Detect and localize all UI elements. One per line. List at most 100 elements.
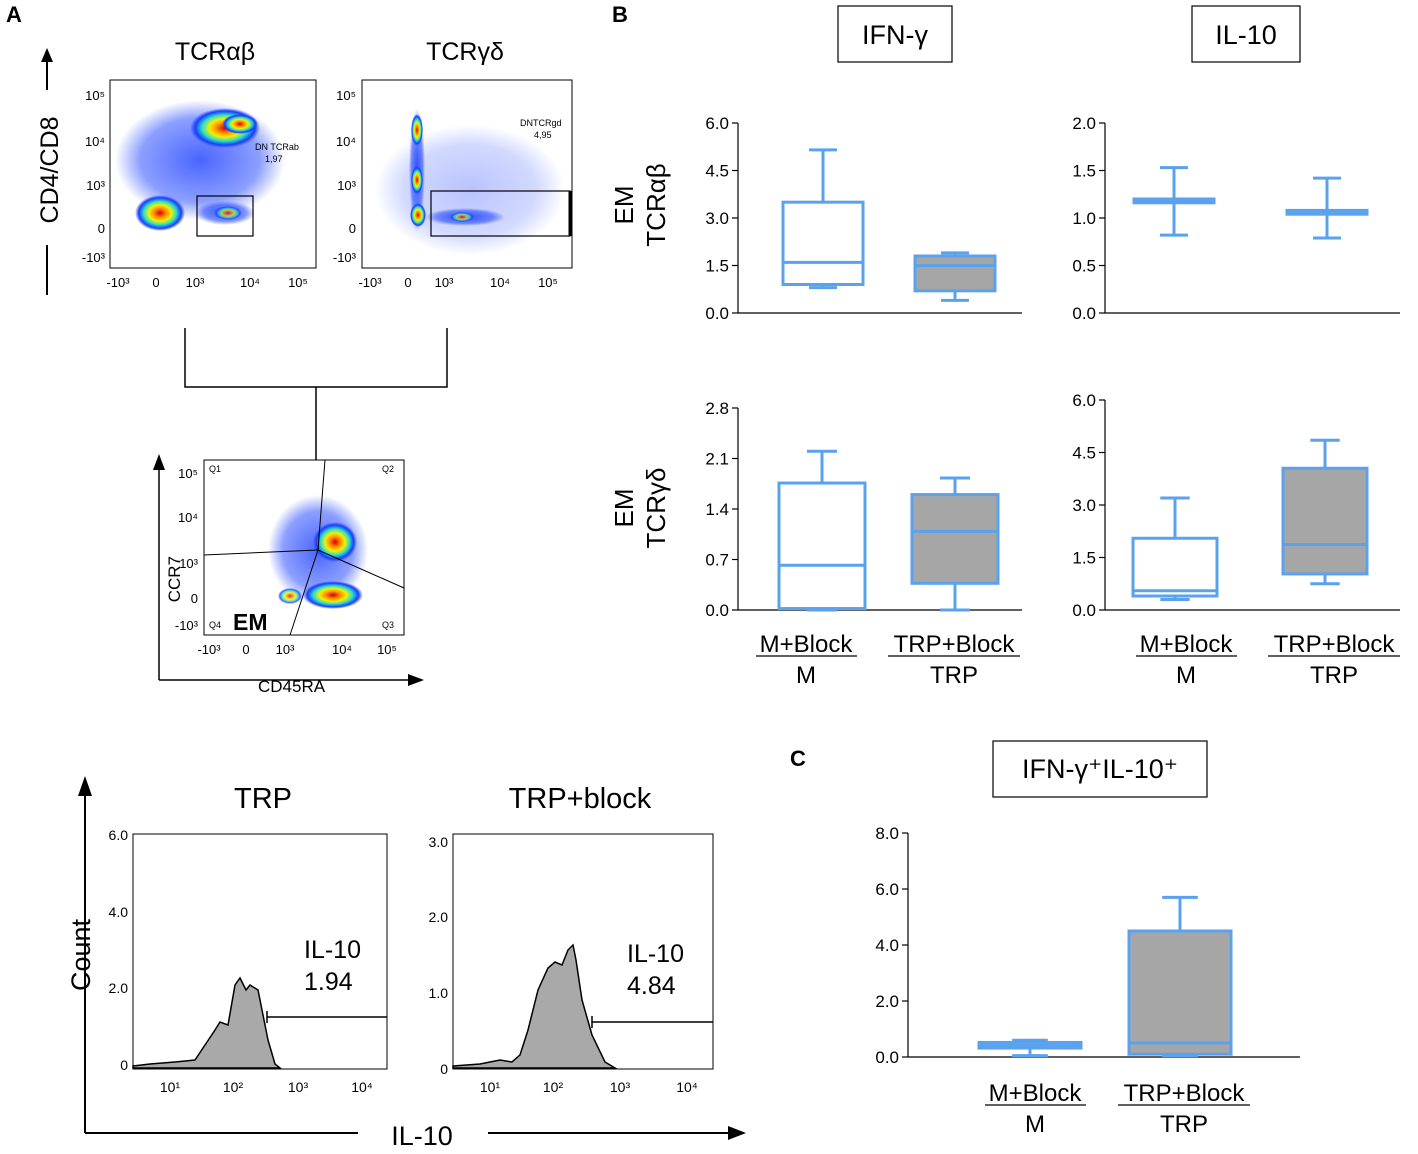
x-tick: 10³ (610, 1079, 631, 1095)
y-tick-label: 0.0 (705, 304, 729, 323)
y-tick: 10³ (179, 556, 198, 571)
y-tick-label: 3.0 (1072, 496, 1096, 515)
y-tick-label: 2.0 (1072, 114, 1096, 133)
x-tick: 0 (404, 275, 411, 290)
y-tick-label: 0.0 (1072, 304, 1096, 323)
x-tick: 10⁴ (351, 1079, 373, 1095)
group-label-top: M+Block (989, 1080, 1083, 1107)
ccr7-axis-label: CCR7 (165, 556, 184, 602)
il10-axis-label: IL-10 (391, 1121, 453, 1151)
box-iqr (781, 200, 865, 287)
x-tick: 10⁴ (490, 275, 510, 290)
flow-plot-tcrgd: DNTCRgd 4,95 10⁵ 10⁴ 10³ 0 -10³ -10³ 0 1… (333, 79, 573, 290)
x-tick: 10³ (276, 642, 295, 657)
y-tick: 1.0 (429, 985, 449, 1001)
y-tick: 10⁵ (336, 88, 356, 103)
y-tick: 0 (440, 1061, 448, 1077)
histogram-section: Count IL-10 TRP TRP+block IL-10 1.94 6.0… (66, 776, 746, 1151)
box-iqr (910, 493, 1000, 585)
box-iqr (1131, 536, 1219, 598)
group-label-top: TRP+Block (894, 631, 1016, 658)
y-tick: 0 (120, 1057, 128, 1073)
x-tick: 10⁵ (538, 275, 558, 290)
y-tick-label: 4.5 (705, 162, 729, 181)
x-tick: -10³ (358, 275, 382, 290)
group-label-top: M+Block (760, 631, 854, 658)
y-arrow-head (41, 48, 53, 62)
group-labels-b-left: M+Block M TRP+Block TRP (756, 631, 1020, 689)
y-tick: 0 (191, 591, 198, 606)
x-tick: 10⁵ (377, 642, 397, 657)
y-tick-label: 6.0 (705, 114, 729, 133)
y-tick: -10³ (175, 618, 199, 633)
group-label-bottom: M (1025, 1111, 1045, 1138)
histogram-title-trp-block: TRP+block (509, 783, 652, 815)
y-tick: 0 (349, 221, 356, 236)
y-tick-label: 1.0 (1072, 209, 1096, 228)
x-tick: -10³ (197, 642, 221, 657)
y-tick: 10³ (86, 178, 105, 193)
group-label-top: M+Block (1140, 631, 1234, 658)
x-tick: 10³ (288, 1079, 309, 1095)
y-tick-label: 0.0 (875, 1048, 899, 1067)
group-labels-c: M+Block M TRP+Block TRP (985, 1080, 1250, 1138)
group-label-bottom: TRP (1310, 662, 1358, 689)
count-axis-label: Count (66, 918, 96, 991)
chart-title-ifng: IFN-γ (862, 20, 928, 50)
y-tick-label: 3.0 (705, 209, 729, 228)
histogram-gate-name-trp-block: IL-10 (627, 940, 684, 968)
histogram-gate-value-trp: 1.94 (304, 968, 353, 996)
x-tick: 10² (543, 1079, 564, 1095)
panel-letter-b: B (612, 2, 628, 27)
quadrant-q2: Q2 (382, 464, 394, 474)
x-tick: 10⁵ (288, 275, 308, 290)
x-tick: 10⁴ (676, 1079, 698, 1095)
y-tick-label: 2.0 (875, 992, 899, 1011)
flow-title-tcrab: TCRαβ (175, 38, 255, 66)
group-label-bottom: TRP (1160, 1111, 1208, 1138)
box-iqr (1281, 466, 1369, 576)
em-flow-plot: CCR7 CD45RA Q1 Q2 Q3 Q4 EM 10⁵ 10⁴ 10³ 0… (153, 454, 424, 696)
box-iqr (913, 254, 997, 293)
panel-letter-c: C (790, 746, 806, 771)
y-tick: 10⁵ (178, 466, 198, 481)
row-label-tcrgd-line1: EM (609, 489, 639, 528)
title-box-double (992, 740, 1208, 798)
x-tick: 10¹ (480, 1079, 501, 1095)
x-tick: 10⁴ (240, 275, 260, 290)
boxplot-il10-tcrab: 2.0 1.5 1.0 0.5 0.0 (1072, 114, 1400, 323)
y-tick-label: 1.5 (1072, 549, 1096, 568)
x-tick: 10¹ (160, 1079, 181, 1095)
group-label-bottom: M (1176, 662, 1196, 689)
group-label-top: TRP+Block (1274, 631, 1396, 658)
y-tick: -10³ (82, 250, 106, 265)
y-tick-label: 1.5 (1072, 162, 1096, 181)
x-tick: 10³ (435, 275, 454, 290)
y-tick: 10⁴ (85, 134, 105, 149)
row-label-tcrab-line2: TCRαβ (641, 163, 671, 246)
chart-title-il10: IL-10 (1215, 20, 1277, 50)
y-tick: 10³ (337, 178, 356, 193)
y-tick: -10³ (333, 250, 357, 265)
box-iqr (777, 481, 867, 611)
gate-value-tcrab: 1,97 (265, 154, 283, 164)
x-tick: 0 (242, 642, 249, 657)
group-labels-b-right: M+Block M TRP+Block TRP (1136, 631, 1400, 689)
x-tick: 0 (152, 275, 159, 290)
y-tick-label: 2.8 (705, 399, 729, 418)
y-tick-label: 4.0 (875, 936, 899, 955)
cd4-cd8-axis-label: CD4/CD8 (36, 117, 64, 224)
gate-name-tcrgd: DNTCRgd (520, 118, 562, 128)
group-label-bottom: M (796, 662, 816, 689)
row-label-tcrab-line1: EM (609, 186, 639, 225)
y-tick-label: 0.5 (1072, 257, 1096, 276)
gating-bracket (184, 328, 448, 388)
gate-name-tcrab: DN TCRab (255, 142, 299, 152)
y-tick: 2.0 (429, 909, 449, 925)
x-tick: 10⁴ (332, 642, 352, 657)
boxplot-ifng-tcrab: 6.0 4.5 3.0 1.5 0.0 (705, 114, 1022, 323)
y-tick: 10⁴ (336, 134, 356, 149)
x-tick: 10³ (186, 275, 205, 290)
em-gate-label: EM (233, 609, 268, 635)
histogram-curve-trp (132, 976, 283, 1069)
